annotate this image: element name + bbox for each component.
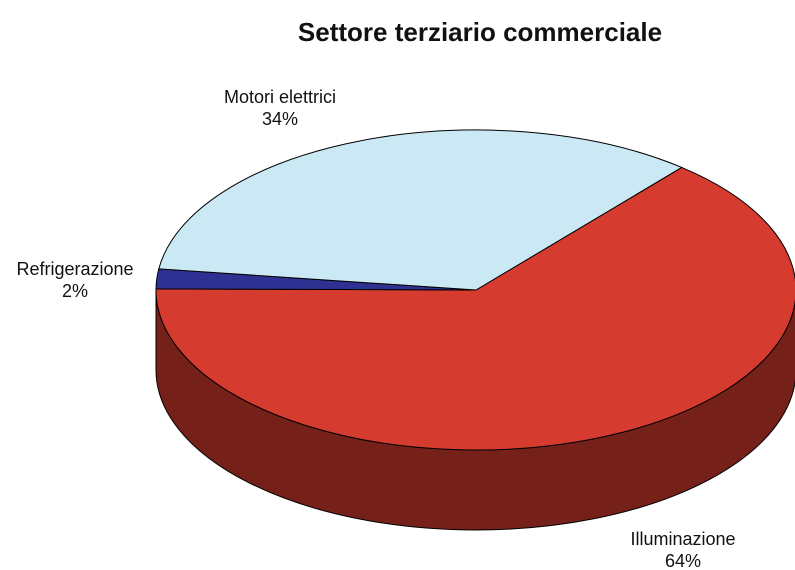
slice-value-label: 2% bbox=[62, 281, 88, 301]
pie-slice bbox=[155, 166, 795, 451]
slice-label: Motori elettrici bbox=[224, 87, 336, 107]
chart-title: Settore terziario commerciale bbox=[298, 17, 662, 47]
slice-value-label: 34% bbox=[262, 109, 298, 129]
pie-slice bbox=[158, 129, 683, 291]
slice-value-label: 64% bbox=[665, 551, 701, 570]
slice-label: Refrigerazione bbox=[16, 259, 133, 279]
slice-label: Illuminazione bbox=[630, 529, 735, 549]
